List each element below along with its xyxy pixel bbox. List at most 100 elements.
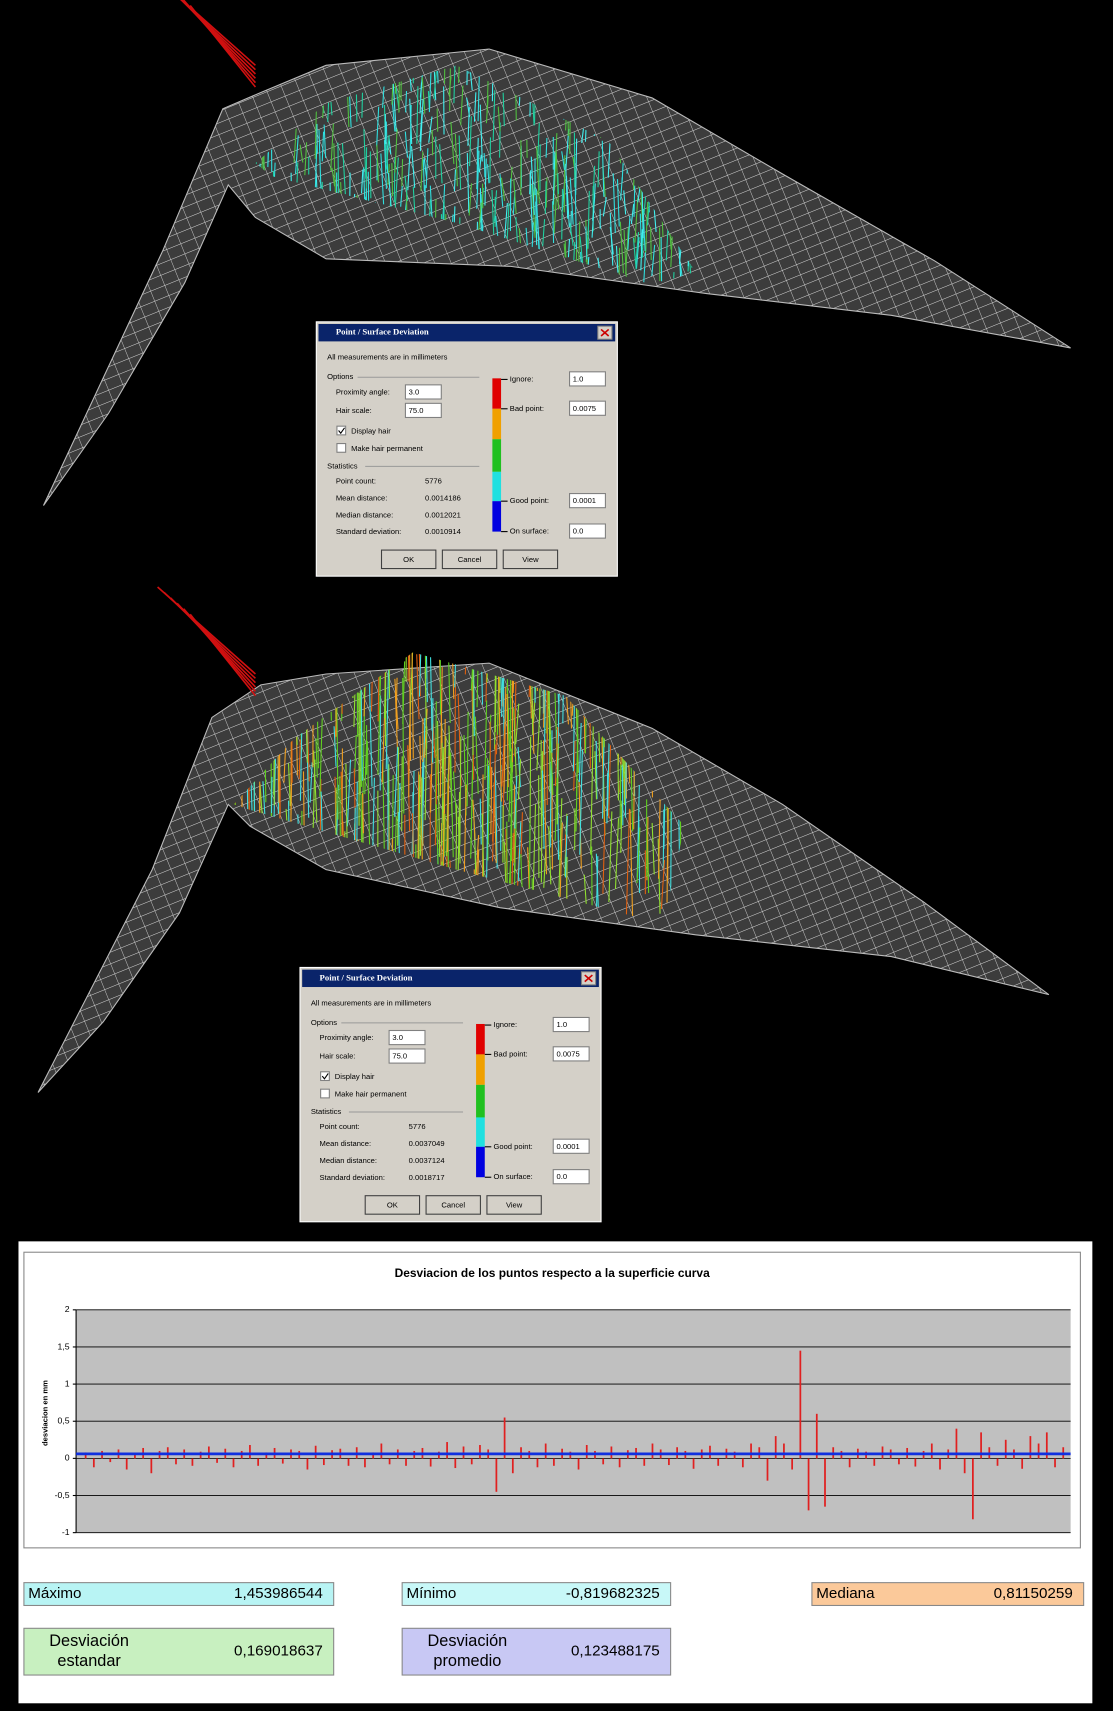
dialog-text: Display hair: [335, 1072, 375, 1081]
stat-label: Desviación: [428, 1632, 508, 1650]
bar: [808, 1458, 810, 1510]
dialog-text: 0.0075: [573, 404, 596, 413]
hair: [444, 719, 445, 813]
bar: [693, 1458, 695, 1468]
dialog-text: 1.0: [557, 1020, 568, 1029]
dialog: Point / Surface DeviationAll measurement…: [316, 322, 617, 576]
bar: [1021, 1458, 1023, 1468]
y-tick-label: 0: [65, 1453, 70, 1463]
dialog-text: Bad point:: [493, 1049, 527, 1058]
bar: [717, 1458, 719, 1465]
dialog-text: Proximity angle:: [336, 387, 390, 396]
dialog-text: 0.0: [573, 527, 584, 536]
bar: [537, 1458, 539, 1467]
dialog-text: Point count:: [336, 477, 376, 486]
dialog-text: Hair scale:: [336, 406, 372, 415]
dialog-text: 5776: [425, 477, 442, 486]
bar: [323, 1458, 325, 1465]
bar: [931, 1444, 933, 1459]
stat-value: 0,81150259: [994, 1585, 1073, 1602]
stat-value: 0,123488175: [571, 1643, 660, 1660]
dialog-text[interactable]: OK: [387, 1200, 398, 1209]
bar: [463, 1446, 465, 1458]
bar: [709, 1446, 711, 1459]
bar: [257, 1458, 259, 1465]
dialog-text: 0.0012021: [425, 510, 461, 519]
dialog-text[interactable]: OK: [403, 555, 414, 564]
dialog-title: Point / Surface Deviation: [320, 972, 413, 982]
dialog-text[interactable]: View: [506, 1200, 523, 1209]
bar: [939, 1458, 941, 1469]
color-band: [492, 439, 501, 472]
dialog-text[interactable]: Cancel: [441, 1200, 465, 1209]
bar: [849, 1458, 851, 1467]
dialog-text: Median distance:: [320, 1156, 377, 1165]
dialog-text[interactable]: Cancel: [458, 555, 482, 564]
hair: [437, 109, 438, 132]
checkbox[interactable]: [321, 1089, 330, 1098]
bar: [882, 1446, 884, 1458]
dialog-text: Good point:: [493, 1142, 532, 1151]
y-axis-label: desviacion en mm: [41, 1380, 50, 1446]
bar: [578, 1458, 580, 1469]
bar: [93, 1458, 95, 1467]
dialog-text[interactable]: View: [522, 555, 539, 564]
hair: [399, 783, 400, 822]
bar: [389, 1458, 391, 1464]
y-tick-label: 2: [65, 1304, 70, 1314]
bar: [512, 1458, 514, 1473]
hair: [402, 159, 403, 187]
dialog-text: Make hair permanent: [351, 444, 424, 453]
stat-label: estandar: [57, 1652, 121, 1670]
checkbox[interactable]: [321, 1072, 330, 1081]
bar: [824, 1458, 826, 1506]
bar: [1038, 1444, 1040, 1459]
bar: [750, 1444, 752, 1459]
dialog-text: Mean distance:: [336, 493, 387, 502]
bar: [668, 1458, 670, 1465]
stat-value: 1,453986544: [234, 1585, 323, 1602]
bar: [742, 1458, 744, 1467]
bar: [192, 1458, 194, 1465]
dialog-text: 0.0001: [557, 1142, 580, 1151]
stat-label: Desviación: [49, 1632, 129, 1650]
color-band: [492, 378, 501, 408]
dialog-title: Point / Surface Deviation: [336, 327, 429, 337]
hair: [634, 766, 635, 829]
dialog-text: 3.0: [392, 1033, 403, 1042]
dialog-text: Options: [311, 1018, 337, 1027]
dialog: Point / Surface DeviationAll measurement…: [300, 967, 601, 1221]
color-band: [476, 1147, 485, 1177]
bar: [315, 1446, 317, 1459]
hair: [558, 173, 559, 194]
checkbox[interactable]: [337, 444, 346, 453]
bar: [611, 1446, 613, 1458]
bar: [816, 1414, 818, 1459]
dialog-text: On surface:: [510, 527, 549, 536]
dialog-text: 0.0014186: [425, 493, 461, 502]
color-band: [476, 1024, 485, 1054]
bar: [972, 1458, 974, 1519]
dialog-text: Options: [327, 372, 353, 381]
y-tick-label: 0,5: [57, 1416, 69, 1426]
y-tick-label: -1: [62, 1527, 70, 1537]
stat-value: -0,819682325: [566, 1585, 660, 1602]
bar: [446, 1442, 448, 1458]
stat-label: Mínimo: [407, 1585, 457, 1602]
hair: [562, 189, 563, 240]
dialog-text: Standard deviation:: [336, 527, 401, 536]
dialog-text: Good point:: [510, 496, 549, 505]
page: Point / Surface DeviationAll measurement…: [0, 0, 1113, 1711]
bar: [767, 1458, 769, 1480]
hair: [490, 137, 491, 182]
bar: [914, 1458, 916, 1466]
y-tick-label: -0,5: [55, 1490, 70, 1500]
dialog-text: Statistics: [311, 1107, 342, 1116]
dialog-text: Median distance:: [336, 510, 393, 519]
hair: [392, 163, 393, 196]
bar: [783, 1444, 785, 1459]
hair: [370, 151, 371, 198]
hair: [490, 722, 491, 790]
bar: [997, 1458, 999, 1465]
checkbox[interactable]: [337, 426, 346, 435]
